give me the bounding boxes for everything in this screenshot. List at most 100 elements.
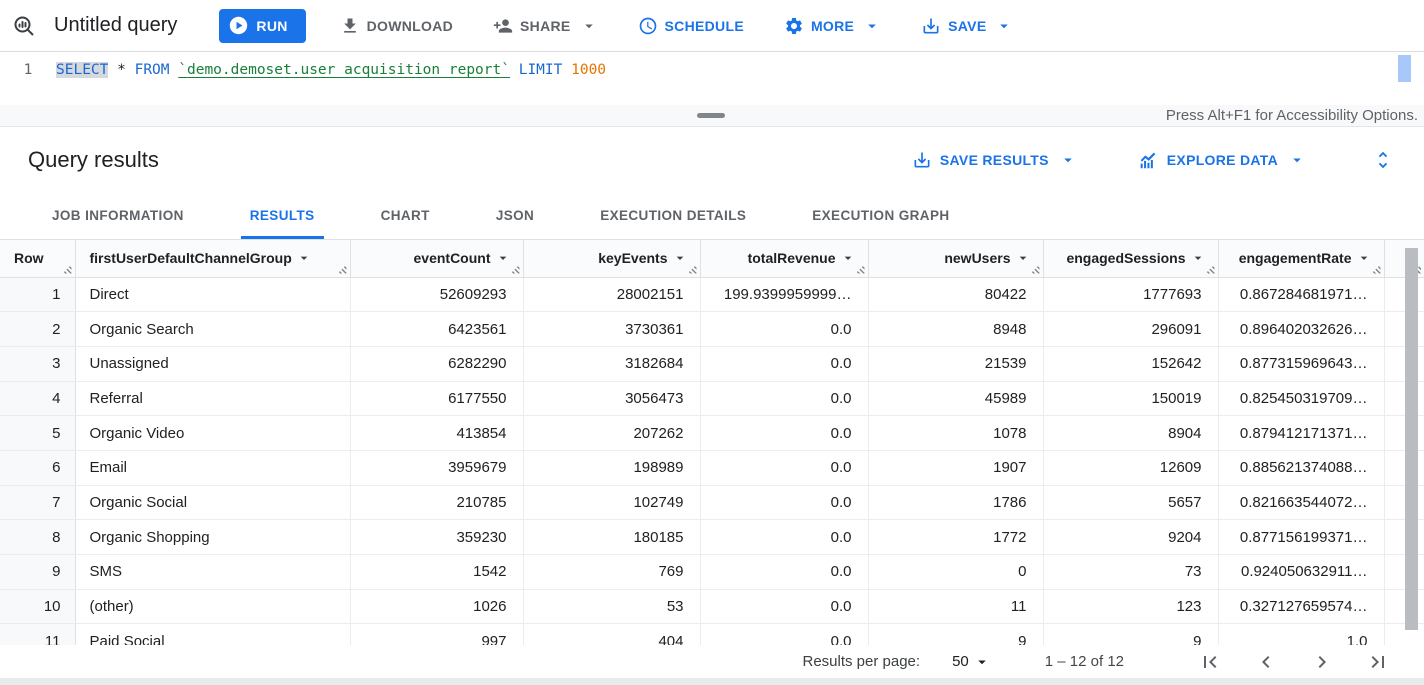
column-label: eventCount xyxy=(413,250,491,267)
column-menu-caret-icon[interactable] xyxy=(1190,250,1206,266)
filler-cell xyxy=(1384,519,1424,555)
column-resize-grip[interactable] xyxy=(855,264,865,274)
query-magnifier-icon xyxy=(12,14,36,38)
download-button[interactable]: DOWNLOAD xyxy=(336,8,457,44)
first-page-icon xyxy=(1198,650,1222,674)
data-cell: 0.0 xyxy=(700,381,869,417)
page-size-select[interactable]: 50 xyxy=(946,652,997,672)
previous-page-button[interactable] xyxy=(1254,650,1278,674)
results-tab-bar: JOB INFORMATION RESULTS CHART JSON EXECUTION… xyxy=(0,192,1424,240)
sql-keyword-from: FROM xyxy=(134,62,170,78)
column-resize-grip[interactable] xyxy=(1030,264,1040,274)
table-scrollbar-thumb[interactable] xyxy=(1405,248,1418,630)
column-resize-grip[interactable] xyxy=(510,264,520,274)
query-toolbar: Untitled query RUN DOWNLOAD SHARE SCHEDU… xyxy=(0,0,1424,52)
column-menu-caret-icon[interactable] xyxy=(672,250,688,266)
last-page-icon xyxy=(1366,650,1390,674)
explore-data-button[interactable]: EXPLORE DATA xyxy=(1133,149,1310,171)
filler-cell xyxy=(1384,485,1424,521)
column-menu-caret-icon[interactable] xyxy=(1015,250,1031,266)
schedule-button[interactable]: SCHEDULE xyxy=(634,8,748,44)
data-cell: 3730361 xyxy=(523,311,701,347)
column-resize-grip[interactable] xyxy=(1371,264,1381,274)
data-cell: 8904 xyxy=(1043,415,1219,451)
data-cell: 1078 xyxy=(868,415,1044,451)
results-per-page-label: Results per page: xyxy=(802,653,921,670)
horizontal-scrollbar-track[interactable] xyxy=(0,678,1424,685)
first-page-button[interactable] xyxy=(1198,650,1222,674)
filler-cell xyxy=(1384,381,1424,417)
share-button[interactable]: SHARE xyxy=(489,8,602,44)
column-menu-caret-icon[interactable] xyxy=(1356,250,1372,266)
data-cell: 0.877156199371… xyxy=(1218,519,1385,555)
data-cell: 9204 xyxy=(1043,519,1219,555)
next-page-button[interactable] xyxy=(1310,650,1334,674)
results-title: Query results xyxy=(28,146,159,172)
column-resize-grip[interactable] xyxy=(687,264,697,274)
tab-execution-graph[interactable]: EXECUTION GRAPH xyxy=(812,208,950,223)
data-cell: Paid Social xyxy=(75,623,351,645)
table-row: 2 Organic Search 6423561 3730361 0.0 8948 2960… xyxy=(0,311,1424,347)
tab-job-information[interactable]: JOB INFORMATION xyxy=(52,208,184,223)
run-button[interactable]: RUN xyxy=(219,8,306,43)
sql-table-reference[interactable]: `demo.demoset.user_acquisition_report` xyxy=(178,62,510,78)
data-cell: 150019 xyxy=(1043,381,1219,417)
column-resize-grip[interactable] xyxy=(62,264,72,274)
save-results-button[interactable]: SAVE RESULTS xyxy=(908,150,1081,170)
column-header-filler xyxy=(1384,240,1424,278)
data-cell: (other) xyxy=(75,589,351,625)
sql-code-line[interactable]: SELECT * FROM `demo.demoset.user_acquisi… xyxy=(56,59,606,81)
data-cell: 0.0 xyxy=(700,346,869,382)
data-cell: 207262 xyxy=(523,415,701,451)
splitter-drag-handle[interactable] xyxy=(697,113,725,118)
data-cell: 0.0 xyxy=(700,519,869,555)
filler-cell xyxy=(1384,415,1424,451)
save-results-icon xyxy=(912,150,932,170)
results-table-container: Row firstUserDefaultChannelGroup eventCoun… xyxy=(0,240,1424,645)
person-add-icon xyxy=(493,16,513,36)
collapse-expand-button[interactable] xyxy=(1370,147,1396,173)
sql-editor[interactable]: 1 SELECT * FROM `demo.demoset.user_acqui… xyxy=(0,52,1424,105)
clock-icon xyxy=(638,16,658,36)
accessibility-hint: Press Alt+F1 for Accessibility Options. xyxy=(1165,107,1418,124)
save-button[interactable]: SAVE xyxy=(917,8,1017,44)
tab-chart[interactable]: CHART xyxy=(380,208,430,223)
row-number-cell: 5 xyxy=(0,415,76,451)
row-number-cell: 4 xyxy=(0,381,76,417)
data-cell: 997 xyxy=(350,623,524,645)
results-header: Query results SAVE RESULTS EXPLORE DATA xyxy=(0,127,1424,192)
data-cell: Organic Search xyxy=(75,311,351,347)
tab-execution-details[interactable]: EXECUTION DETAILS xyxy=(600,208,747,223)
data-cell: 0.867284681971… xyxy=(1218,277,1385,313)
data-cell: Direct xyxy=(75,277,351,313)
column-resize-grip[interactable] xyxy=(337,264,347,274)
table-row: 5 Organic Video 413854 207262 0.0 1078 8904 0.8… xyxy=(0,415,1424,451)
data-cell: 0.327127659574… xyxy=(1218,589,1385,625)
column-label: engagementRate xyxy=(1238,250,1352,267)
data-cell: 180185 xyxy=(523,519,701,555)
column-menu-caret-icon[interactable] xyxy=(495,250,511,266)
tab-json[interactable]: JSON xyxy=(495,208,535,223)
unfold-icon xyxy=(1372,149,1394,171)
filler-cell xyxy=(1384,346,1424,382)
chevron-down-icon xyxy=(863,17,881,35)
data-cell: 0.821663544072… xyxy=(1218,485,1385,521)
data-cell: 1.0 xyxy=(1218,623,1385,645)
data-cell: 0.877315969643… xyxy=(1218,346,1385,382)
tab-results[interactable]: RESULTS xyxy=(241,192,324,239)
table-row: 3 Unassigned 6282290 3182684 0.0 21539 152642 0… xyxy=(0,346,1424,382)
data-cell: 413854 xyxy=(350,415,524,451)
filler-cell xyxy=(1384,277,1424,313)
column-header-eventcount: eventCount xyxy=(350,240,524,278)
query-title: Untitled query xyxy=(54,14,178,36)
last-page-button[interactable] xyxy=(1366,650,1390,674)
column-menu-caret-icon[interactable] xyxy=(840,250,856,266)
editor-scrollbar-thumb[interactable] xyxy=(1398,55,1411,82)
column-menu-caret-icon[interactable] xyxy=(296,250,312,266)
chevron-down-icon xyxy=(1288,151,1306,169)
chevron-right-icon xyxy=(1310,650,1334,674)
more-button[interactable]: MORE xyxy=(780,8,885,44)
row-number-cell: 1 xyxy=(0,277,76,313)
column-resize-grip[interactable] xyxy=(1205,264,1215,274)
sql-keyword-select: SELECT xyxy=(56,62,109,78)
